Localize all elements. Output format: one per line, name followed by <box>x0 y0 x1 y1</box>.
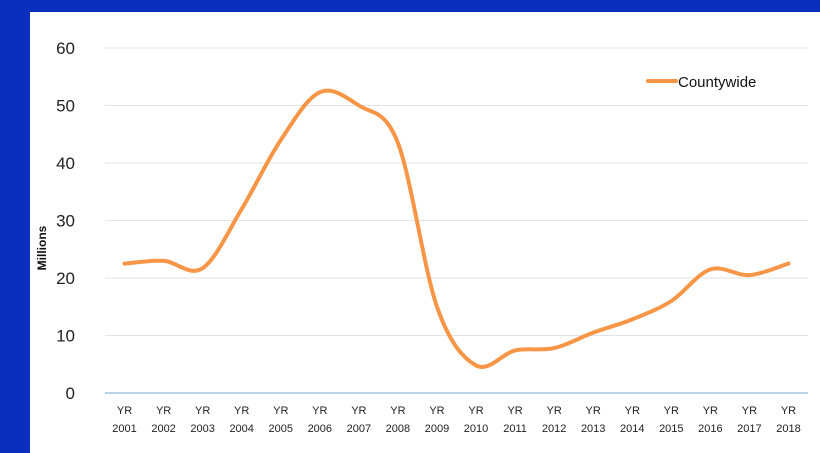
x-tick-label-prefix: YR <box>234 405 249 417</box>
y-axis-ticks: 0 10 20 30 40 50 60 <box>56 39 75 403</box>
x-tick-label-year: 2010 <box>464 423 488 435</box>
x-tick-label-year: 2018 <box>776 423 800 435</box>
y-tick-label-40: 40 <box>56 154 75 173</box>
x-tick-label-year: 2015 <box>659 423 683 435</box>
x-tick-label-year: 2016 <box>698 423 722 435</box>
x-tick-label-year: 2001 <box>112 423 136 435</box>
x-tick-label-year: 2002 <box>151 423 175 435</box>
y-tick-label-0: 0 <box>66 384 75 403</box>
x-tick-label-prefix: YR <box>156 405 171 417</box>
x-tick-label-year: 2013 <box>581 423 605 435</box>
x-tick-label-year: 2003 <box>190 423 214 435</box>
y-tick-label-50: 50 <box>56 97 75 116</box>
x-tick-label-year: 2009 <box>425 423 449 435</box>
y-tick-label-60: 60 <box>56 39 75 58</box>
x-tick-label-prefix: YR <box>781 405 796 417</box>
x-tick-label-prefix: YR <box>273 405 288 417</box>
x-tick-label-prefix: YR <box>468 405 483 417</box>
x-tick-label-prefix: YR <box>117 405 132 417</box>
x-tick-label-prefix: YR <box>625 405 640 417</box>
series-line-countywide <box>122 88 791 369</box>
x-tick-label-year: 2008 <box>386 423 410 435</box>
x-tick-label-year: 2007 <box>347 423 371 435</box>
gridlines <box>105 47 808 394</box>
y-tick-label-30: 30 <box>56 212 75 231</box>
x-tick-label-prefix: YR <box>586 405 601 417</box>
x-tick-label-prefix: YR <box>312 405 327 417</box>
x-tick-label-prefix: YR <box>664 405 679 417</box>
x-axis-ticks: YR 2001 YR 2002 YR 2003 YR 2004 YR 2005 YR 2006 YR 20… <box>112 405 800 435</box>
x-tick-label-prefix: YR <box>390 405 405 417</box>
series-lines <box>122 88 791 369</box>
x-tick-label-year: 2017 <box>737 423 761 435</box>
x-tick-label-prefix: YR <box>351 405 366 417</box>
x-tick-label-prefix: YR <box>195 405 210 417</box>
legend-label-countywide: Countywide <box>678 74 756 91</box>
x-tick-label-year: 2014 <box>620 423 644 435</box>
x-tick-label-year: 2011 <box>503 423 527 435</box>
y-axis-label: Millions <box>35 225 49 270</box>
y-tick-label-10: 10 <box>56 327 75 346</box>
x-tick-label-year: 2012 <box>542 423 566 435</box>
x-tick-label-prefix: YR <box>507 405 522 417</box>
x-tick-label-prefix: YR <box>546 405 561 417</box>
x-tick-label-year: 2004 <box>229 423 253 435</box>
y-tick-label-20: 20 <box>56 269 75 288</box>
x-tick-label-prefix: YR <box>429 405 444 417</box>
x-tick-label-year: 2006 <box>308 423 332 435</box>
x-tick-label-year: 2005 <box>269 423 293 435</box>
chart-panel: 0 10 20 30 40 50 60 YR 2001 YR 2002 YR 2003 YR 2004 YR… <box>30 12 820 453</box>
legend: Countywide <box>646 74 756 91</box>
x-tick-label-prefix: YR <box>703 405 718 417</box>
x-tick-label-prefix: YR <box>742 405 757 417</box>
